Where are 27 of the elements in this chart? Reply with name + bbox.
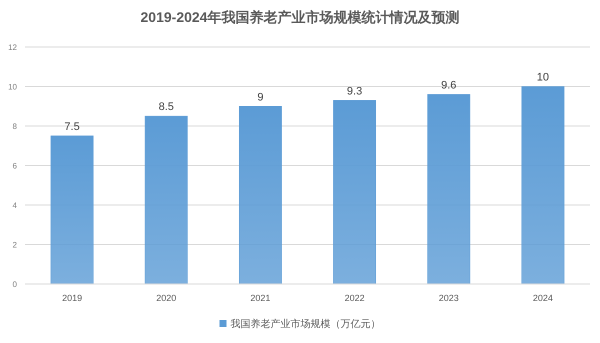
x-tick-label: 2023 xyxy=(438,293,459,303)
data-label: 8.5 xyxy=(158,101,174,114)
x-tick-label: 2020 xyxy=(156,293,176,303)
y-tick-label: 2 xyxy=(12,240,18,250)
y-tick-label: 8 xyxy=(12,122,18,131)
title: 2019-2024年我国养老产业市场规模统计情况及预测 xyxy=(140,9,460,25)
x-tick-label: 2022 xyxy=(344,293,365,303)
bar xyxy=(144,116,188,284)
bar xyxy=(333,100,376,284)
legend-label: 我国养老产业市场规模（万亿元） xyxy=(230,318,380,330)
data-label: 10 xyxy=(536,72,550,84)
y-tick-label: 10 xyxy=(8,82,18,92)
data-label: 9.6 xyxy=(441,79,456,92)
y-tick-label: 6 xyxy=(12,162,18,170)
bar xyxy=(427,94,470,284)
x-tick-label: 2021 xyxy=(250,293,270,303)
x-tick-label: 2024 xyxy=(532,293,553,303)
data-label: 9.3 xyxy=(346,85,362,98)
y-tick-label: 4 xyxy=(12,201,18,210)
y-tick-label: 12 xyxy=(8,43,18,52)
y-tick-label: 0 xyxy=(12,280,18,289)
bar xyxy=(50,136,94,284)
x-tick-label: 2019 xyxy=(62,293,82,303)
data-label: 9 xyxy=(257,91,264,104)
bar xyxy=(238,106,282,284)
data-label: 7.5 xyxy=(64,120,80,133)
bar xyxy=(521,86,564,284)
